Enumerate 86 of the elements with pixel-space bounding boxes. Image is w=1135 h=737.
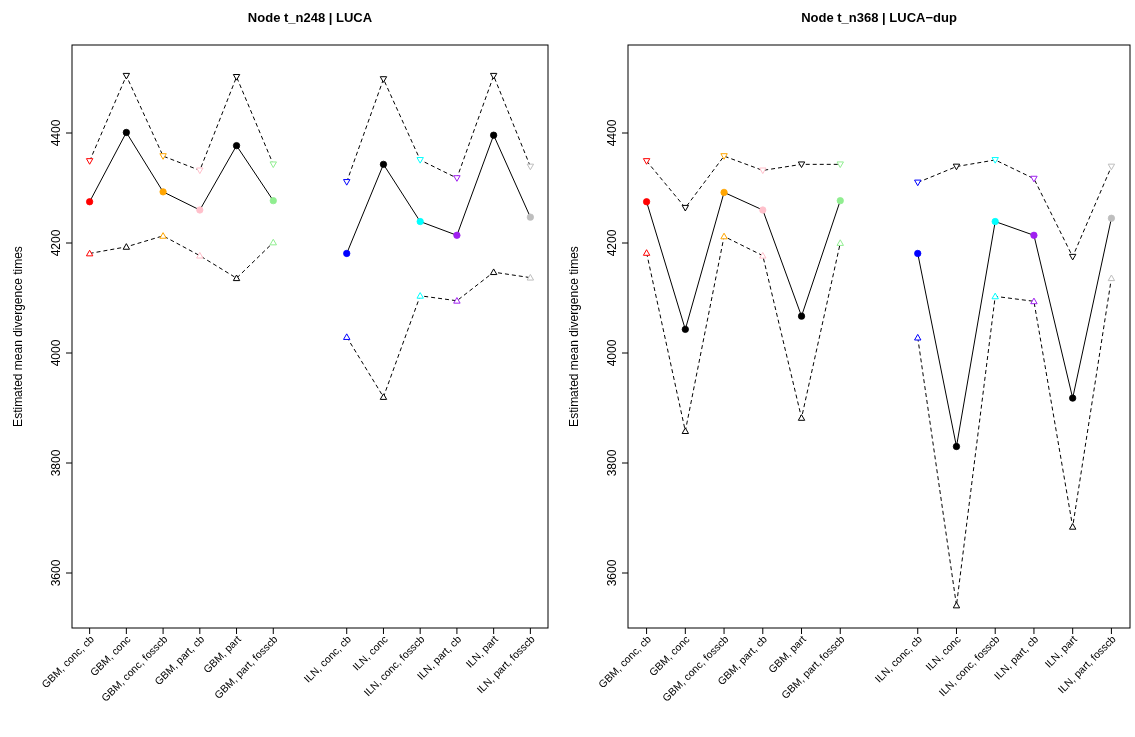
point bbox=[343, 333, 351, 340]
point bbox=[914, 333, 922, 341]
y-tick-label: 4000 bbox=[49, 339, 63, 367]
point bbox=[122, 243, 131, 250]
point bbox=[1107, 214, 1116, 222]
point bbox=[1030, 175, 1038, 183]
point bbox=[991, 217, 999, 226]
point bbox=[86, 198, 94, 206]
point bbox=[526, 163, 535, 171]
point bbox=[1068, 253, 1077, 261]
y-tick-label: 4200 bbox=[605, 229, 619, 257]
point bbox=[343, 179, 351, 186]
point bbox=[1030, 297, 1038, 305]
point bbox=[269, 197, 277, 205]
point bbox=[797, 414, 806, 421]
point bbox=[453, 297, 461, 304]
point bbox=[159, 232, 167, 239]
y-tick-label: 3800 bbox=[49, 449, 63, 477]
y-tick-label: 4200 bbox=[49, 229, 63, 257]
point bbox=[122, 128, 130, 137]
chart-title: Node t_n248 | LUCA bbox=[247, 10, 373, 25]
point bbox=[952, 163, 961, 171]
point bbox=[196, 167, 204, 175]
point bbox=[490, 131, 498, 139]
point bbox=[453, 175, 461, 182]
point bbox=[836, 161, 844, 169]
point bbox=[1069, 394, 1077, 402]
point bbox=[1107, 163, 1116, 171]
point bbox=[343, 249, 351, 258]
point bbox=[232, 274, 241, 282]
point bbox=[991, 292, 999, 300]
chart-title: Node t_n368 | LUCA−dup bbox=[801, 10, 957, 25]
point bbox=[681, 325, 689, 333]
point bbox=[196, 251, 204, 259]
point bbox=[952, 601, 961, 609]
point bbox=[720, 232, 728, 240]
point bbox=[196, 206, 204, 214]
point bbox=[85, 158, 94, 165]
point bbox=[681, 427, 690, 434]
point bbox=[836, 239, 844, 246]
point bbox=[489, 268, 498, 276]
point bbox=[1107, 274, 1116, 282]
point bbox=[232, 74, 241, 81]
point bbox=[642, 249, 651, 256]
point bbox=[720, 153, 728, 160]
point bbox=[759, 251, 767, 259]
point bbox=[269, 161, 277, 169]
y-axis-title: Estimated mean divergence times bbox=[567, 246, 581, 427]
y-tick-label: 4400 bbox=[605, 119, 619, 147]
point bbox=[642, 158, 651, 165]
y-tick-label: 4000 bbox=[605, 339, 619, 367]
point bbox=[1068, 523, 1077, 530]
point bbox=[453, 231, 461, 239]
point bbox=[526, 213, 534, 221]
y-tick-label: 4400 bbox=[49, 119, 63, 147]
point bbox=[797, 161, 806, 169]
point bbox=[122, 72, 131, 80]
point bbox=[526, 273, 535, 281]
point bbox=[952, 442, 961, 451]
point bbox=[379, 160, 388, 168]
point bbox=[416, 292, 424, 299]
point bbox=[720, 188, 728, 196]
point bbox=[797, 312, 806, 320]
point bbox=[681, 204, 690, 212]
y-tick-label: 3800 bbox=[605, 449, 619, 477]
point bbox=[416, 217, 424, 226]
point bbox=[269, 238, 277, 246]
point bbox=[642, 198, 651, 206]
point bbox=[991, 157, 999, 164]
point bbox=[1030, 231, 1038, 239]
point bbox=[836, 197, 844, 205]
point bbox=[232, 142, 241, 150]
point bbox=[379, 76, 388, 83]
y-tick-label: 3600 bbox=[605, 559, 619, 587]
y-tick-label: 3600 bbox=[49, 559, 63, 587]
point bbox=[416, 157, 424, 164]
y-axis-title: Estimated mean divergence times bbox=[11, 246, 25, 427]
point bbox=[379, 393, 388, 400]
point bbox=[759, 206, 767, 214]
point bbox=[914, 179, 922, 187]
point bbox=[85, 249, 94, 257]
point bbox=[914, 249, 922, 258]
point bbox=[489, 72, 498, 80]
point bbox=[759, 167, 767, 175]
point bbox=[159, 153, 167, 160]
point bbox=[159, 188, 167, 196]
